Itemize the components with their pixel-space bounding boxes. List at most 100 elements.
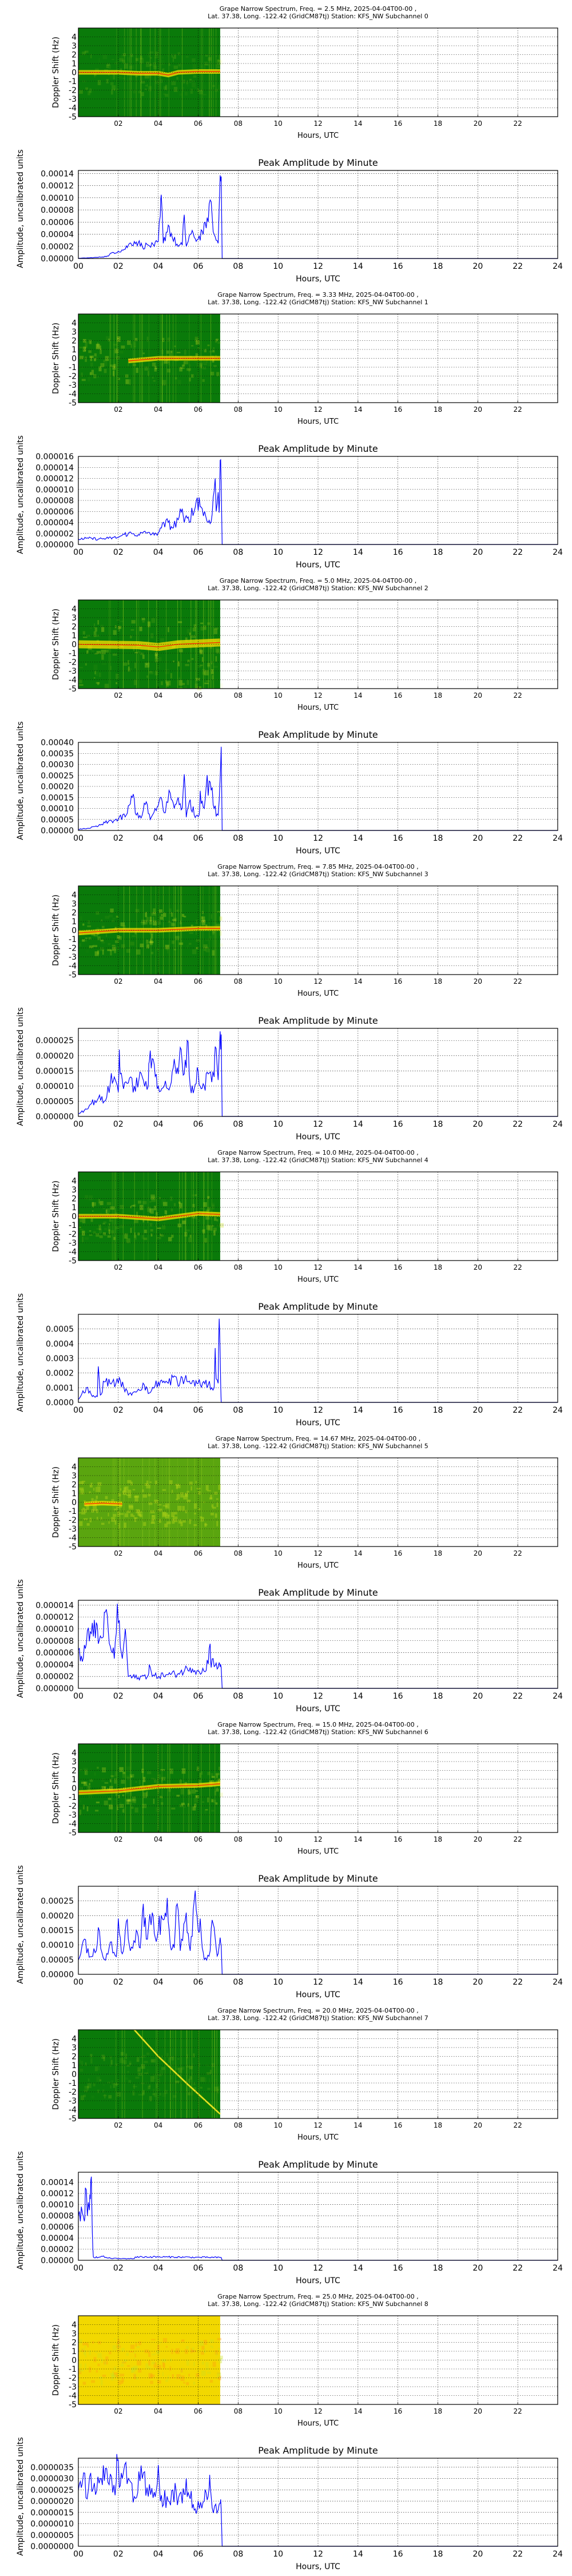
- x-tick-label: 14: [353, 977, 362, 985]
- x-axis-label: Hours, UTC: [296, 846, 340, 856]
- x-axis-label: Hours, UTC: [297, 703, 339, 712]
- y-tick-label: 1: [72, 1489, 77, 1498]
- y-tick-label: 1: [72, 2061, 77, 2070]
- y-tick-label: 4: [72, 891, 77, 900]
- x-tick-label: 16: [394, 2121, 402, 2129]
- y-tick-label: -1: [69, 1507, 77, 1516]
- y-tick-label: -4: [69, 390, 77, 399]
- y-tick-label: -3: [69, 2097, 77, 2106]
- y-tick-label: -3: [69, 667, 77, 676]
- y-tick-label: 0.00040: [41, 738, 74, 748]
- channel-pair-0: Grape Narrow Spectrum, Freq. = 2.5 MHz, …: [16, 5, 563, 284]
- x-tick-label: 20: [472, 548, 483, 557]
- spectrogram-subchannel-6: Grape Narrow Spectrum, Freq. = 15.0 MHz,…: [51, 1721, 558, 1856]
- y-axis-label: Amplitude, uncalibrated units: [16, 435, 25, 554]
- x-tick-label: 02: [114, 1549, 122, 1557]
- y-tick-label: 2: [72, 1481, 77, 1490]
- x-tick-label: 06: [193, 834, 204, 843]
- x-tick-label: 16: [393, 834, 403, 843]
- y-tick-label: 0.00000: [41, 2256, 74, 2265]
- y-tick-label: 0.000006: [35, 507, 74, 516]
- doppler-trace: [78, 1213, 220, 1219]
- y-axis-label: Doppler Shift (Hz): [51, 1752, 61, 1824]
- x-tick-label: 22: [513, 2264, 523, 2273]
- y-tick-label: 3: [72, 2329, 77, 2339]
- y-tick-label: 0.00008: [41, 2212, 74, 2221]
- x-tick-label: 12: [313, 1978, 323, 1987]
- channel-pair-6: Grape Narrow Spectrum, Freq. = 15.0 MHz,…: [16, 1721, 563, 1999]
- y-axis-label: Amplitude, uncalibrated units: [16, 1579, 25, 1698]
- x-tick-label: 00: [73, 2264, 84, 2273]
- y-tick-label: 0.00004: [41, 230, 74, 240]
- spectrogram-title-line1: Grape Narrow Spectrum, Freq. = 15.0 MHz,…: [217, 1721, 419, 1728]
- x-tick-label: 16: [393, 262, 403, 271]
- x-tick-label: 18: [433, 2550, 443, 2559]
- y-tick-label: 0.000002: [35, 1672, 74, 1681]
- x-tick-label: 24: [553, 2264, 563, 2273]
- x-tick-label: 04: [154, 1835, 162, 1843]
- x-tick-label: 22: [514, 406, 522, 414]
- x-tick-label: 04: [153, 262, 164, 271]
- y-tick-label: 0.00002: [41, 243, 74, 252]
- x-tick-label: 16: [393, 1692, 403, 1701]
- x-axis-label: Hours, UTC: [297, 1561, 339, 1570]
- spectrogram-subchannel-0: Grape Narrow Spectrum, Freq. = 2.5 MHz, …: [51, 5, 558, 140]
- x-tick-label: 20: [474, 1263, 482, 1271]
- doppler-trace: [78, 642, 220, 647]
- y-tick-label: 0.000004: [35, 1660, 74, 1669]
- x-tick-label: 12: [313, 1835, 322, 1843]
- x-tick-label: 02: [113, 548, 124, 557]
- y-tick-label: 0.00002: [41, 2245, 74, 2255]
- x-tick-label: 12: [313, 120, 322, 128]
- amplitude-axes: [78, 1314, 558, 1403]
- x-tick-label: 22: [514, 691, 522, 699]
- x-tick-label: 04: [154, 2121, 162, 2129]
- y-tick-label: 0: [72, 1498, 77, 1508]
- spectrogram-title-line2: Lat. 37.38, Long. -122.42 (GridCM87tj) S…: [208, 1728, 428, 1736]
- x-tick-label: 10: [273, 548, 283, 557]
- y-axis-label: Amplitude, uncalibrated units: [16, 721, 25, 840]
- y-tick-label: -5: [69, 1828, 77, 1838]
- y-tick-label: 0.00010: [41, 194, 74, 203]
- x-tick-label: 16: [393, 1120, 403, 1129]
- y-tick-label: -5: [69, 2400, 77, 2410]
- spectrogram-title-line1: Grape Narrow Spectrum, Freq. = 5.0 MHz, …: [220, 577, 417, 585]
- x-tick-label: 10: [273, 1692, 283, 1701]
- amplitude-axes: [78, 1600, 558, 1689]
- amplitude-subchannel-2: Peak Amplitude by Minute 0.000000.00005 0.…: [16, 721, 563, 856]
- x-tick-label: 20: [474, 1549, 482, 1557]
- x-tick-label: 06: [194, 691, 202, 699]
- x-tick-label: 18: [434, 2407, 442, 2415]
- channel-pair-2: Grape Narrow Spectrum, Freq. = 5.0 MHz, …: [16, 577, 563, 856]
- x-tick-label: 24: [553, 1978, 563, 1987]
- y-tick-label: 3: [72, 1186, 77, 1195]
- y-tick-label: -3: [69, 1239, 77, 1248]
- x-tick-label: 18: [434, 977, 442, 985]
- y-tick-label: 1: [72, 2347, 77, 2356]
- y-tick-label: 0.0003: [46, 1354, 74, 1363]
- x-tick-label: 22: [514, 1549, 522, 1557]
- y-tick-label: 0.000002: [35, 530, 74, 539]
- spectrogram-axes: [78, 1457, 558, 1547]
- amplitude-axes: [78, 1028, 558, 1117]
- x-tick-label: 04: [154, 120, 162, 128]
- x-tick-label: 12: [313, 1406, 323, 1415]
- x-tick-label: 16: [394, 691, 402, 699]
- y-tick-label: 4: [72, 33, 77, 42]
- amplitude-title: Peak Amplitude by Minute: [258, 157, 378, 168]
- x-tick-label: 10: [273, 834, 283, 843]
- y-tick-label: 0.00005: [41, 816, 74, 825]
- x-tick-label: 16: [394, 406, 402, 414]
- amplitude-line: [78, 2454, 558, 2547]
- spectrogram-axes: [78, 885, 558, 975]
- y-tick-label: -2: [69, 2088, 77, 2097]
- y-tick-label: 0.000010: [35, 1082, 74, 1091]
- spectrogram-axes: [78, 313, 558, 403]
- spectrogram-axes: [78, 599, 558, 689]
- spectrogram-axes: [78, 2029, 558, 2119]
- x-tick-label: 20: [472, 262, 483, 271]
- y-tick-label: -4: [69, 104, 77, 113]
- y-tick-label: 0.00006: [41, 2223, 74, 2232]
- y-tick-label: -1: [69, 1221, 77, 1230]
- amplitude-axes: [78, 456, 558, 545]
